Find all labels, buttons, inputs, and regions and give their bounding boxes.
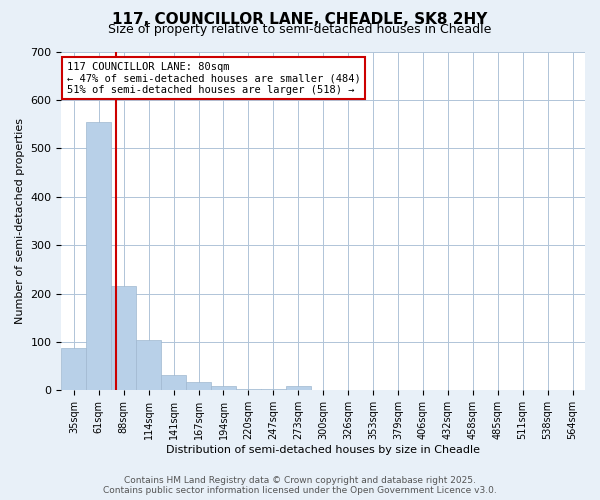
Bar bbox=[111, 286, 136, 391]
Y-axis label: Number of semi-detached properties: Number of semi-detached properties bbox=[15, 118, 25, 324]
Bar bbox=[61, 348, 86, 391]
Text: 117 COUNCILLOR LANE: 80sqm
← 47% of semi-detached houses are smaller (484)
51% o: 117 COUNCILLOR LANE: 80sqm ← 47% of semi… bbox=[67, 62, 361, 95]
Bar bbox=[286, 386, 311, 390]
X-axis label: Distribution of semi-detached houses by size in Cheadle: Distribution of semi-detached houses by … bbox=[166, 445, 480, 455]
Bar bbox=[86, 122, 111, 390]
Bar bbox=[136, 340, 161, 390]
Bar bbox=[186, 382, 211, 390]
Bar bbox=[211, 386, 236, 390]
Text: Contains HM Land Registry data © Crown copyright and database right 2025.
Contai: Contains HM Land Registry data © Crown c… bbox=[103, 476, 497, 495]
Text: Size of property relative to semi-detached houses in Cheadle: Size of property relative to semi-detach… bbox=[109, 22, 491, 36]
Text: 117, COUNCILLOR LANE, CHEADLE, SK8 2HY: 117, COUNCILLOR LANE, CHEADLE, SK8 2HY bbox=[112, 12, 488, 28]
Bar bbox=[161, 375, 186, 390]
